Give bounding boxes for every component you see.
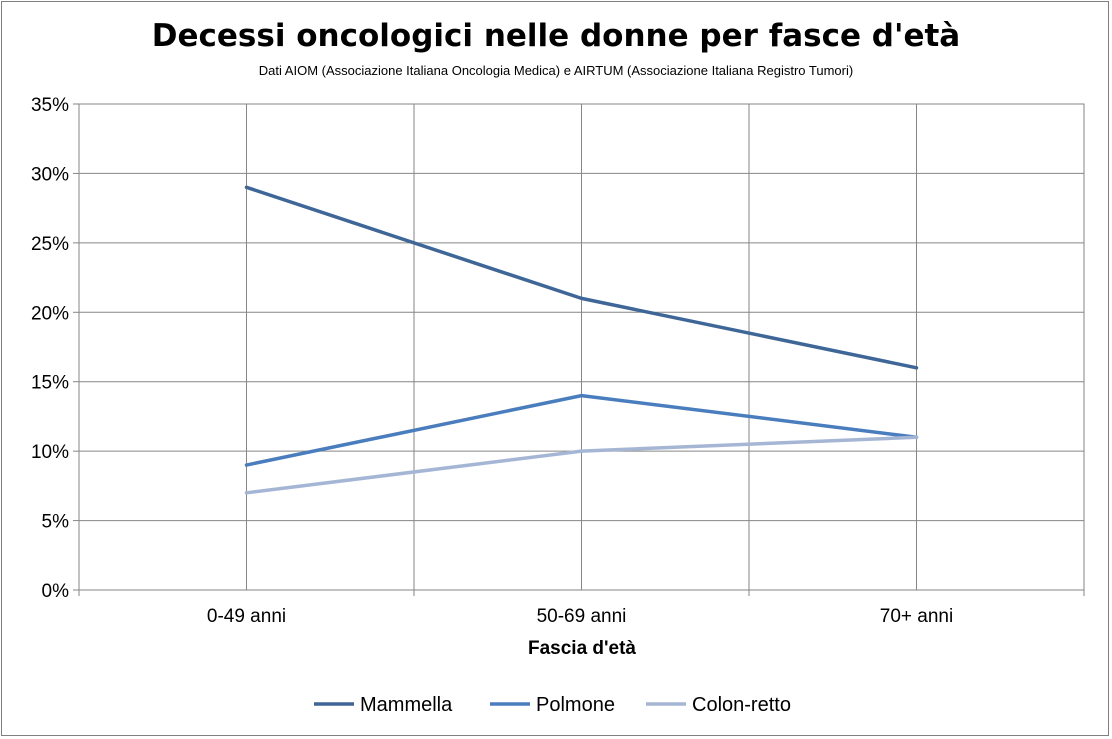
chart-subtitle: Dati AIOM (Associazione Italiana Oncolog… (258, 63, 854, 78)
x-tick-label: 0-49 anni (207, 606, 286, 627)
y-tick-label: 35% (31, 95, 69, 116)
y-tick-label: 0% (42, 581, 70, 602)
y-tick-label: 10% (31, 442, 69, 463)
data-point (915, 435, 918, 439)
x-axis-ticks: 0-49 anni 50-69 anni 70+ anni (207, 606, 953, 627)
data-point (245, 463, 248, 467)
legend-label: Colon-retto (692, 694, 791, 716)
data-point (580, 449, 583, 453)
y-tick-label: 5% (42, 512, 70, 533)
legend-label: Mammella (360, 694, 453, 716)
data-point (245, 491, 248, 495)
y-tick-label: 20% (31, 303, 69, 324)
data-point (580, 296, 583, 300)
y-tick-label: 25% (31, 234, 69, 255)
x-tick-label: 50-69 anni (537, 606, 627, 627)
data-point (245, 185, 248, 189)
legend-label: Polmone (536, 694, 615, 716)
x-tick-label: 70+ anni (880, 606, 953, 627)
data-point (580, 394, 583, 398)
series-lines (244, 185, 919, 495)
legend: Mammella Polmone Colon-retto (314, 694, 791, 716)
grid-lines (73, 103, 1085, 596)
chart-title: Decessi oncologici nelle donne per fasce… (151, 18, 961, 54)
y-tick-label: 30% (31, 164, 69, 185)
y-axis-ticks: 0% 5% 10% 15% 20% 25% 30% 35% (31, 95, 69, 602)
x-axis-label: Fascia d'età (528, 638, 636, 659)
data-point (915, 366, 918, 370)
y-tick-label: 15% (31, 373, 69, 394)
